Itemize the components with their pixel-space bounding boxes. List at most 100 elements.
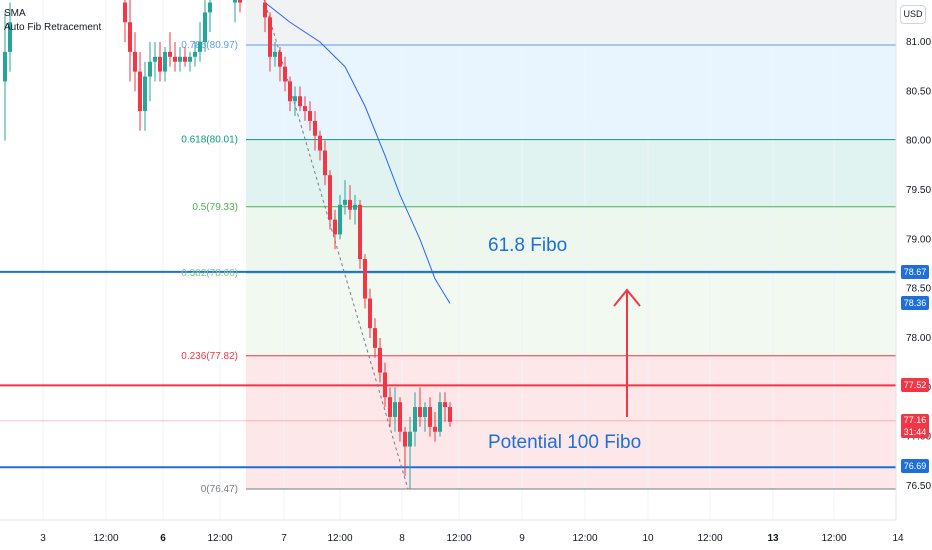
candle-21 bbox=[238, 0, 242, 13]
x-tick-6: 8 bbox=[399, 533, 405, 544]
candle-body-36 bbox=[333, 219, 337, 235]
x-tick-13: 12:00 bbox=[821, 533, 846, 544]
candle-44 bbox=[373, 318, 377, 358]
candle-body-11 bbox=[168, 51, 172, 57]
candle-12 bbox=[173, 42, 177, 72]
candle-9 bbox=[158, 42, 162, 82]
candle-34 bbox=[323, 140, 327, 186]
fib-label-3: 0.382(78.66) bbox=[181, 268, 238, 279]
x-tick-5: 12:00 bbox=[327, 533, 352, 544]
candle-33 bbox=[318, 130, 322, 161]
bar-countdown: 31:44 bbox=[903, 427, 927, 437]
candle-48 bbox=[393, 387, 397, 432]
fib-indicator-label[interactable]: Auto Fib Retracement bbox=[4, 22, 102, 33]
candle-body-17 bbox=[198, 42, 202, 52]
candle-body-45 bbox=[378, 347, 382, 373]
candle-14 bbox=[183, 46, 187, 67]
x-tick-3: 12:00 bbox=[207, 533, 232, 544]
candle-22 bbox=[263, 0, 267, 33]
candle-body-21 bbox=[238, 0, 242, 3]
fib-zone-4 bbox=[246, 355, 896, 489]
candle-37 bbox=[338, 194, 342, 240]
y-tick-2: 80.00 bbox=[906, 136, 931, 147]
fib-label-4: 0.236(77.82) bbox=[181, 351, 238, 362]
candle-2 bbox=[123, 0, 127, 42]
candle-body-13 bbox=[178, 56, 182, 62]
candle-body-16 bbox=[193, 51, 197, 57]
fib-zone-top bbox=[246, 0, 896, 45]
candle-body-46 bbox=[383, 372, 387, 398]
candle-3 bbox=[128, 0, 132, 82]
candle-body-5 bbox=[138, 71, 142, 112]
candle-body-8 bbox=[153, 56, 157, 62]
candle-56 bbox=[433, 412, 437, 442]
candle-body-0 bbox=[3, 51, 7, 82]
candle-body-56 bbox=[433, 426, 437, 432]
x-tick-0: 3 bbox=[40, 533, 46, 544]
annotation-61-8-fibo: 61.8 Fibo bbox=[488, 235, 568, 256]
fib-label-2: 0.5(79.33) bbox=[192, 202, 238, 213]
candle-53 bbox=[418, 387, 422, 427]
candle-body-47 bbox=[388, 397, 392, 417]
candle-11 bbox=[168, 32, 172, 67]
candle-13 bbox=[178, 46, 182, 72]
candle-51 bbox=[408, 416, 412, 489]
candle-52 bbox=[413, 392, 417, 447]
x-tick-10: 10 bbox=[642, 533, 654, 544]
candle-50 bbox=[403, 426, 407, 477]
candle-39 bbox=[348, 185, 352, 220]
candle-46 bbox=[383, 362, 387, 408]
candle-body-52 bbox=[413, 407, 417, 432]
candle-42 bbox=[363, 254, 367, 309]
candle-body-57 bbox=[438, 402, 442, 432]
candle-40 bbox=[353, 194, 357, 225]
candle-body-18 bbox=[203, 12, 207, 42]
x-tick-7: 12:00 bbox=[446, 533, 471, 544]
candle-18 bbox=[203, 0, 207, 52]
fib-zone-1 bbox=[246, 139, 896, 207]
candle-body-59 bbox=[448, 407, 452, 422]
candle-body-1 bbox=[8, 22, 12, 52]
price-tag-78-67: 78.67 bbox=[901, 265, 929, 279]
candle-17 bbox=[198, 22, 202, 62]
candle-body-53 bbox=[418, 407, 422, 417]
fib-zone-2 bbox=[246, 206, 896, 273]
candle-31 bbox=[308, 101, 312, 131]
candle-54 bbox=[423, 402, 427, 432]
y-tick-1: 80.50 bbox=[906, 86, 931, 97]
candle-body-20 bbox=[233, 0, 237, 3]
candle-body-22 bbox=[263, 2, 267, 18]
candle-body-35 bbox=[328, 175, 332, 220]
candle-49 bbox=[398, 397, 402, 442]
y-tick-3: 79.50 bbox=[906, 185, 931, 196]
fib-zone-0 bbox=[246, 44, 896, 140]
candle-27 bbox=[288, 76, 292, 112]
candle-body-51 bbox=[408, 431, 412, 447]
candle-body-25 bbox=[278, 51, 282, 67]
candle-body-15 bbox=[188, 56, 192, 62]
candle-15 bbox=[188, 51, 192, 72]
candle-0 bbox=[3, 12, 7, 141]
candle-body-43 bbox=[368, 298, 372, 329]
y-tick-5: 78.50 bbox=[906, 284, 931, 295]
candle-body-55 bbox=[428, 407, 432, 427]
candle-4 bbox=[133, 32, 137, 92]
candle-26 bbox=[283, 56, 287, 92]
candle-body-48 bbox=[393, 402, 397, 417]
candle-16 bbox=[193, 42, 197, 67]
candle-57 bbox=[438, 392, 442, 437]
candle-55 bbox=[428, 397, 432, 437]
candle-41 bbox=[358, 199, 362, 269]
candle-body-30 bbox=[303, 106, 307, 112]
candle-36 bbox=[333, 209, 337, 250]
y-tick-4: 79.00 bbox=[906, 234, 931, 245]
candle-body-27 bbox=[288, 81, 292, 102]
candle-body-3 bbox=[128, 22, 132, 52]
candle-body-34 bbox=[323, 150, 327, 176]
candle-body-6 bbox=[143, 76, 147, 112]
currency-badge[interactable]: USD bbox=[900, 5, 926, 24]
sma-indicator-label[interactable]: SMA bbox=[4, 8, 26, 19]
candle-body-40 bbox=[353, 204, 357, 210]
x-tick-14: 14 bbox=[892, 533, 904, 544]
